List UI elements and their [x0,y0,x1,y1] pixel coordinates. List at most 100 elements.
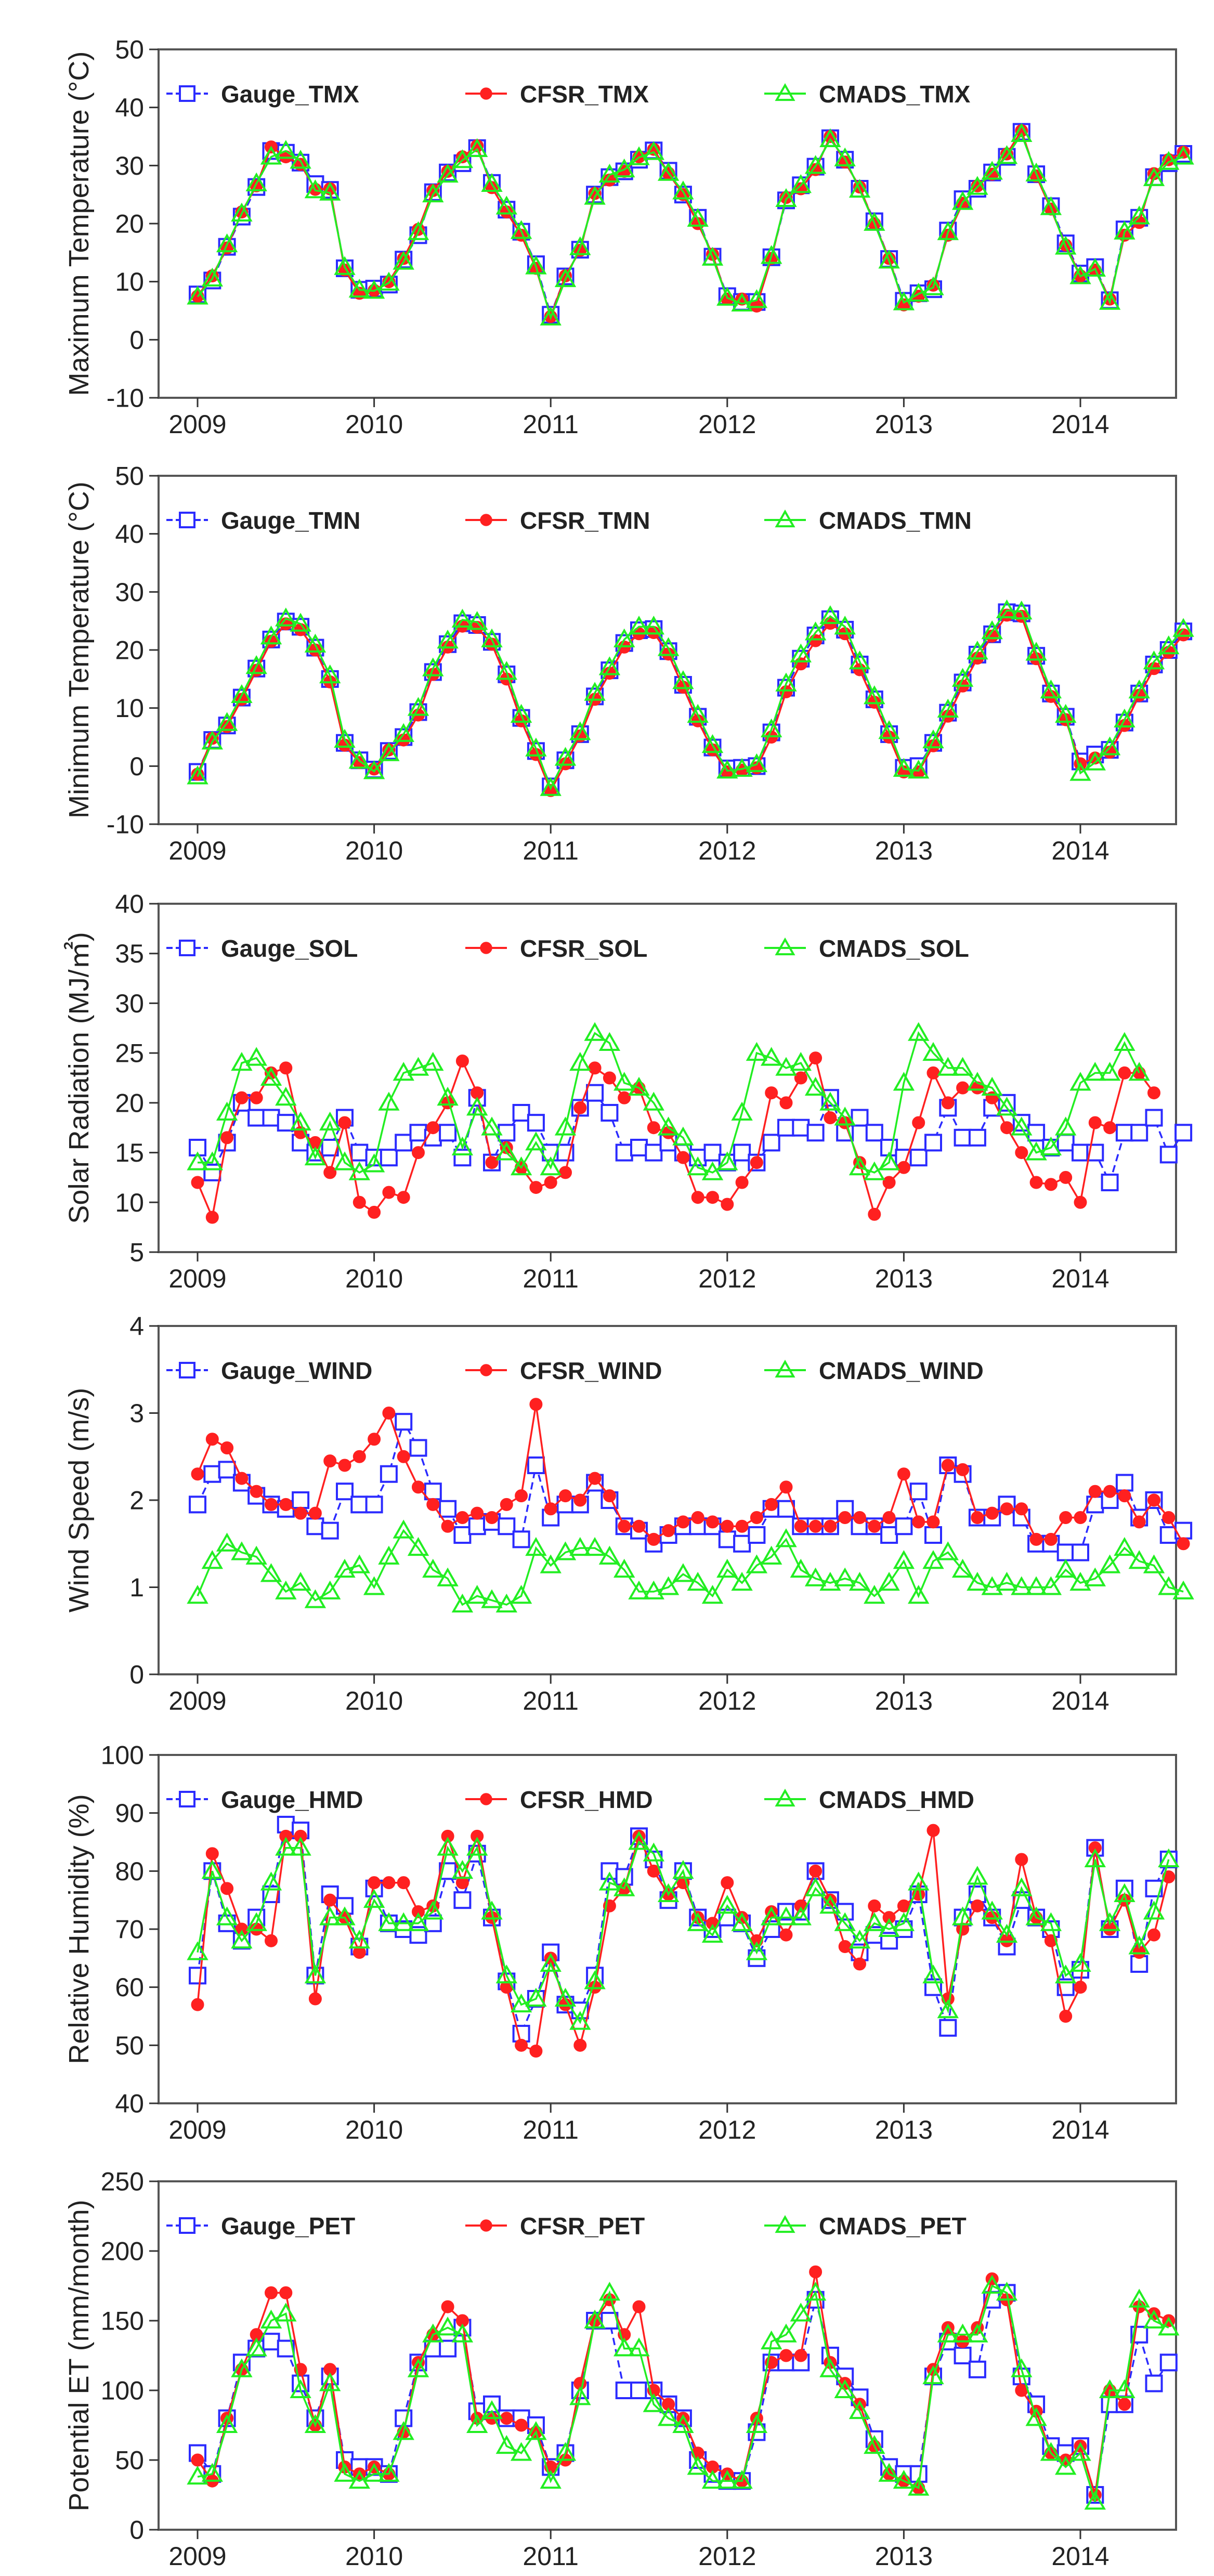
data-point [908,1022,930,1041]
data-point [407,1057,429,1076]
data-point [1011,1576,1033,1595]
data-point [378,1091,400,1111]
data-point [500,1498,513,1511]
data-point [1147,1086,1160,1100]
data-point [393,1912,414,1931]
data-point [1172,618,1194,637]
data-point [882,1511,896,1524]
data-point [937,221,959,240]
data-point [864,685,885,705]
x-tick-label: 2010 [345,1264,403,1293]
data-point [279,1061,293,1075]
data-point [676,1515,690,1529]
data-point [893,1912,915,1931]
data-point [245,1047,267,1066]
data-point [407,2358,429,2377]
data-point [304,179,327,199]
data-point [544,1502,557,1516]
data-point [676,1151,690,1164]
data-point [716,287,738,306]
data-point [750,1511,763,1524]
data-point [981,620,1003,640]
data-point [395,1413,413,1431]
data-point [806,1124,825,1142]
data-point [510,1156,532,1176]
y-axis-title: Minimum Temperature (°C) [63,482,95,818]
data-point [378,2463,400,2482]
data-point [731,1571,753,1591]
data-point [765,1086,778,1100]
series-line [197,1840,1170,2024]
data-point [731,1101,753,1121]
data-point [951,191,974,210]
data-point [687,207,709,227]
data-point [584,1970,606,1989]
data-point [647,1121,660,1135]
data-point [378,1545,400,1565]
data-point [951,2323,974,2343]
data-point [250,1091,263,1104]
data-point [319,2372,341,2391]
data-point [613,1558,635,1578]
data-point [529,1181,543,1194]
data-point [1084,1062,1106,1081]
data-point [1088,1841,1102,1855]
data-point [951,1057,974,1076]
data-point [1115,1124,1133,1142]
data-point [498,1517,516,1536]
legend-label: CMADS_TMN [819,507,972,534]
legend-marker [480,2219,492,2232]
data-point [643,1842,664,1862]
data-point [849,1930,871,1949]
series-CMADS_PET [187,2274,1180,2510]
x-tick-label: 2012 [698,836,756,865]
data-point [529,2045,543,2058]
data-point [569,1537,591,1556]
data-point [691,1191,704,1204]
data-point [466,611,488,630]
data-point [1174,1521,1193,1540]
data-point [588,1061,602,1075]
data-point [790,1906,812,1926]
data-point [1114,1537,1135,1556]
x-tick-label: 2011 [523,2542,579,2571]
data-point [967,176,988,195]
legend-marker [775,509,795,528]
series-line [197,132,1184,321]
data-point [304,1146,327,1166]
y-tick-label: 100 [101,1741,144,1770]
data-point [510,1584,532,1604]
data-point [481,1589,503,1608]
data-point [1128,1062,1150,1081]
data-point [201,267,223,287]
data-point [275,2302,297,2322]
data-point [1074,1511,1087,1524]
data-point [701,1923,724,1943]
data-point [777,1118,795,1137]
data-point [926,1066,940,1079]
data-point [407,1912,429,1931]
data-point [967,2323,988,2343]
data-point [809,1051,823,1065]
data-point [422,657,444,676]
data-point [893,1072,915,1091]
data-point [485,1156,499,1169]
data-point [319,1111,341,1131]
legend: Gauge_PET CFSR_PET CMADS_PET [166,2213,967,2240]
data-point [363,760,385,779]
data-point [455,1511,469,1524]
data-point [187,1151,208,1170]
data-point [382,1876,396,1890]
legend-label: CFSR_HMD [520,1786,653,1813]
data-point [878,1571,900,1591]
data-point [525,1537,547,1556]
y-tick-label: 30 [115,151,144,180]
data-point [628,1831,650,1850]
data-point [393,723,414,742]
data-point [1099,1912,1121,1931]
data-point [706,1515,719,1529]
data-point [804,1877,827,1896]
data-point [525,255,547,275]
data-point [393,1519,414,1539]
data-point [290,613,311,632]
